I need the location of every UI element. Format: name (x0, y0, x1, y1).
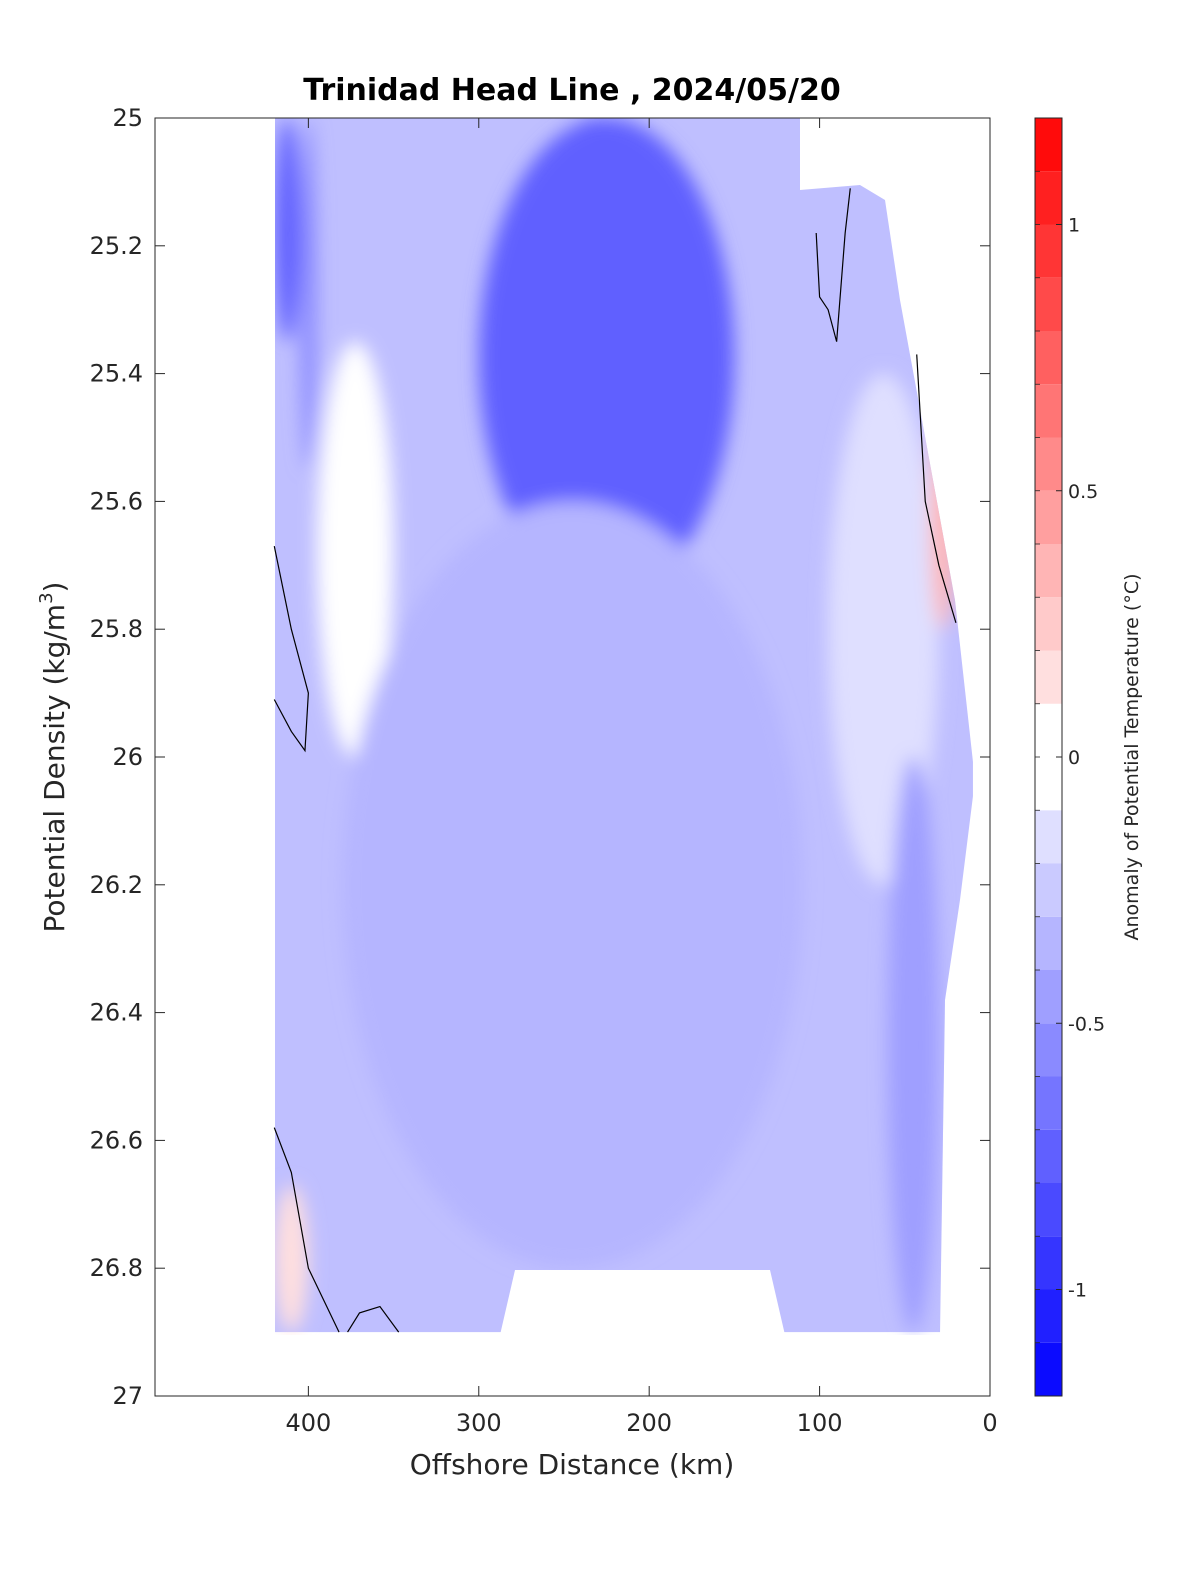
colorbar-band (1035, 1023, 1062, 1077)
band-core-surround (478, 118, 735, 598)
colorbar-bands (1035, 118, 1062, 1396)
colorbar-band (1035, 1236, 1062, 1290)
colorbar-ticks: 1 0.5 0 -0.5 -1 (1056, 215, 1105, 1302)
x-tick-label: 100 (797, 1409, 843, 1437)
colorbar-band (1035, 384, 1062, 438)
band-nearshore-deep (887, 757, 939, 1333)
y-tick-label: 26.6 (90, 1126, 143, 1154)
y-axis-label-main: Potential Density (kg/m (38, 604, 71, 933)
contour-shelf-lower (916, 354, 957, 623)
band-offshore-edge-moderate (299, 118, 317, 470)
colorbar-tick-label: 1 (1068, 215, 1080, 237)
colorbar-band (1035, 437, 1062, 491)
colorbar-band (1035, 544, 1062, 598)
colorbar-band (1035, 757, 1062, 811)
field-blobs (275, 118, 956, 1333)
colorbar-band (1035, 277, 1062, 331)
colorbar-tick-label: 0.5 (1068, 481, 1098, 503)
x-tick-label: 400 (285, 1409, 331, 1437)
colorbar-band (1035, 703, 1062, 757)
x-tick-label: 300 (456, 1409, 502, 1437)
colorbar-band (1035, 1289, 1062, 1343)
x-axis: 400 300 200 100 0 (285, 118, 998, 1437)
colorbar-band (1035, 331, 1062, 385)
y-tick-label: 25 (112, 104, 143, 132)
contour-offshore-bump (347, 1305, 400, 1333)
y-tick-label: 27 (112, 1382, 143, 1410)
band-offshore-edge-strong (275, 118, 300, 342)
y-tick-label: 26.4 (90, 999, 143, 1027)
colorbar-band (1035, 118, 1062, 172)
band-offshore-warm-tongue (316, 341, 394, 757)
band-coastal-light (828, 373, 939, 885)
x-tick-label: 0 (982, 1409, 997, 1437)
contour-offshore-upper (273, 546, 309, 753)
colorbar-band (1035, 490, 1062, 544)
colorbar-band (1035, 171, 1062, 225)
colorbar-tick-label: -1 (1068, 1280, 1087, 1302)
y-tick-label: 26 (112, 743, 143, 771)
chart-title: Trinidad Head Line , 2024/05/20 (303, 73, 840, 108)
colorbar: 1 0.5 0 -0.5 -1 (1034, 117, 1105, 1397)
y-tick-label: 26.2 (90, 871, 143, 899)
colorbar-tick-label: -0.5 (1068, 1013, 1105, 1035)
colorbar-band (1035, 1129, 1062, 1183)
band-mid-moderate (342, 501, 803, 1269)
colorbar-band (1035, 810, 1062, 864)
contour-shelf-upper (815, 188, 851, 342)
colorbar-band (1035, 916, 1062, 970)
y-axis-label-sup: 3 (36, 592, 57, 603)
colorbar-band (1035, 1183, 1062, 1237)
colorbar-band (1035, 970, 1062, 1024)
y-tick-label: 25.8 (90, 615, 143, 643)
y-axis-label-close: ) (38, 582, 71, 593)
contour-field (275, 118, 973, 1333)
zero-contour-lines (273, 188, 957, 1333)
colorbar-band (1035, 650, 1062, 704)
y-axis: 25 25.2 25.4 25.6 25.8 26 26.2 26.4 26.6 26.8 27 (90, 104, 990, 1410)
contour-offshore-lower (273, 1127, 340, 1333)
colorbar-band (1035, 1076, 1062, 1130)
y-tick-label: 26.8 (90, 1254, 143, 1282)
band-offshore-deep-warm (275, 1185, 309, 1333)
x-tick-label: 200 (626, 1409, 672, 1437)
y-tick-label: 25.2 (90, 232, 143, 260)
colorbar-band (1035, 224, 1062, 278)
colorbar-band (1035, 1342, 1062, 1396)
x-axis-label: Offshore Distance (km) (410, 1448, 735, 1481)
y-tick-label: 25.4 (90, 360, 143, 388)
colorbar-label: Anomaly of Potential Temperature (°C) (1121, 574, 1143, 941)
colorbar-tick-label: 0 (1068, 747, 1080, 769)
colorbar-band (1035, 597, 1062, 651)
y-tick-label: 25.6 (90, 487, 143, 515)
y-axis-label: Potential Density (kg/m3) (36, 582, 71, 933)
colorbar-band (1035, 863, 1062, 917)
